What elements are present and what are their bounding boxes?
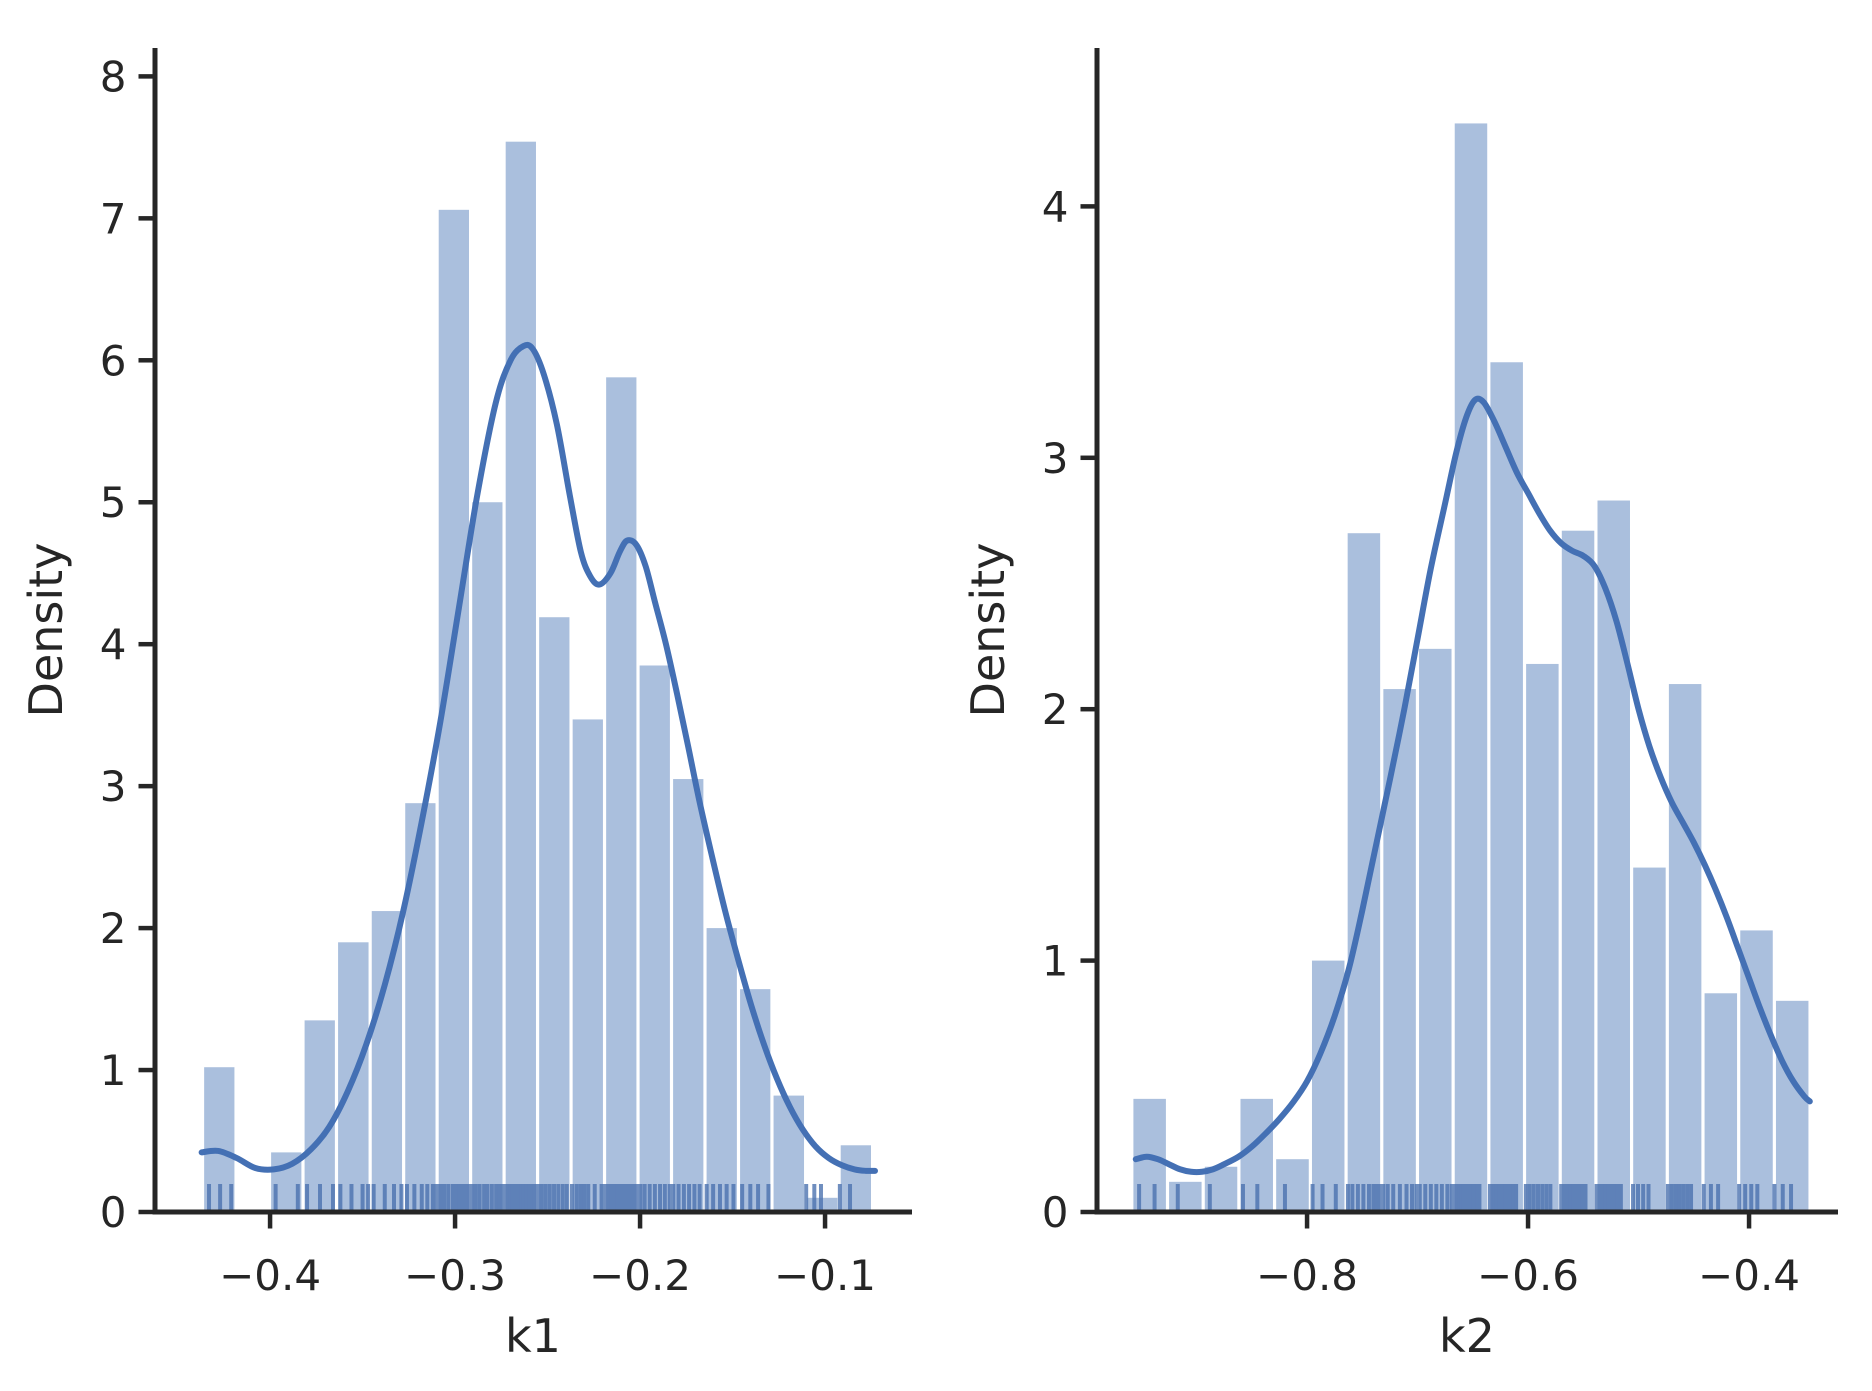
- histogram-bar: [405, 803, 436, 1212]
- histogram-bar: [371, 911, 403, 1212]
- histogram-bar: [572, 719, 603, 1212]
- y-tick-label: 6: [100, 336, 127, 385]
- axis-spines: [1094, 48, 1838, 1215]
- x-tick-label: −0.2: [589, 1251, 691, 1300]
- histogram-bars: [1133, 123, 1809, 1213]
- y-tick-label: 7: [100, 194, 127, 243]
- y-tick-label: 4: [1042, 182, 1069, 231]
- y-tick-label: 0: [1042, 1188, 1069, 1237]
- subplot-k1: −0.4 −0.3 −0.2 −0.1 0 1 2 3 4 5 6 7 8: [100, 48, 912, 1300]
- histogram-bar: [1775, 1000, 1809, 1212]
- x-tick-label: −0.4: [219, 1251, 321, 1300]
- y-axis-label-k1-plot: Density: [19, 542, 73, 718]
- rug-marks: [1137, 1184, 1794, 1211]
- kde-curve: [198, 341, 879, 1174]
- histogram-bar: [639, 665, 670, 1212]
- y-tick-label: 8: [100, 52, 127, 101]
- histogram-bar: [606, 377, 637, 1212]
- y-tick-label: 1: [1042, 937, 1069, 986]
- y-tick-label: 5: [100, 478, 127, 527]
- histogram-bar: [773, 1095, 805, 1212]
- y-tick-label: 3: [1042, 434, 1069, 483]
- histogram-bar: [1668, 684, 1702, 1212]
- histogram-bar: [304, 1020, 335, 1212]
- x-tick-label: −0.6: [1477, 1251, 1579, 1300]
- histogram-bar: [1526, 663, 1559, 1212]
- x-axis-label-k1: k1: [505, 1309, 561, 1363]
- histogram-bar: [1383, 689, 1416, 1212]
- histogram-bar: [1454, 123, 1488, 1213]
- axis-spines: [152, 48, 912, 1215]
- histogram-bar: [1490, 362, 1523, 1212]
- histogram-bar: [1633, 867, 1666, 1212]
- histogram-bar: [673, 779, 704, 1212]
- y-tick-label: 3: [100, 762, 127, 811]
- y-tick-label: 2: [100, 904, 127, 953]
- histogram-bar: [1276, 1159, 1309, 1212]
- histogram-bar: [1419, 648, 1452, 1212]
- histogram-bar: [472, 502, 503, 1212]
- histogram-bar: [706, 928, 737, 1212]
- histogram-bar: [1561, 530, 1595, 1212]
- x-tick-label: −0.4: [1698, 1251, 1800, 1300]
- histogram-bar: [1347, 533, 1381, 1212]
- x-tick-label: −0.1: [774, 1251, 876, 1300]
- histogram-bar: [840, 1145, 871, 1212]
- histogram-bar: [1169, 1181, 1202, 1212]
- x-tick-label: −0.8: [1256, 1251, 1358, 1300]
- histogram-bars: [204, 141, 871, 1213]
- y-tick-label: 0: [100, 1188, 127, 1237]
- x-axis-label-k2: k2: [1439, 1309, 1495, 1363]
- y-axis-label-k2-plot: Density: [961, 542, 1015, 718]
- y-tick-label: 4: [100, 620, 127, 669]
- kde-curve: [1132, 395, 1813, 1176]
- subplot-k2: −0.8 −0.6 −0.4 0 1 2 3 4: [1042, 48, 1838, 1300]
- histogram-bar: [539, 617, 570, 1212]
- x-tick-label: −0.3: [404, 1251, 506, 1300]
- histogram-bar: [505, 141, 536, 1213]
- y-tick-label: 1: [100, 1046, 127, 1095]
- y-tick-label: 2: [1042, 685, 1069, 734]
- rug-marks: [207, 1184, 853, 1211]
- histogram-bar: [1704, 993, 1738, 1212]
